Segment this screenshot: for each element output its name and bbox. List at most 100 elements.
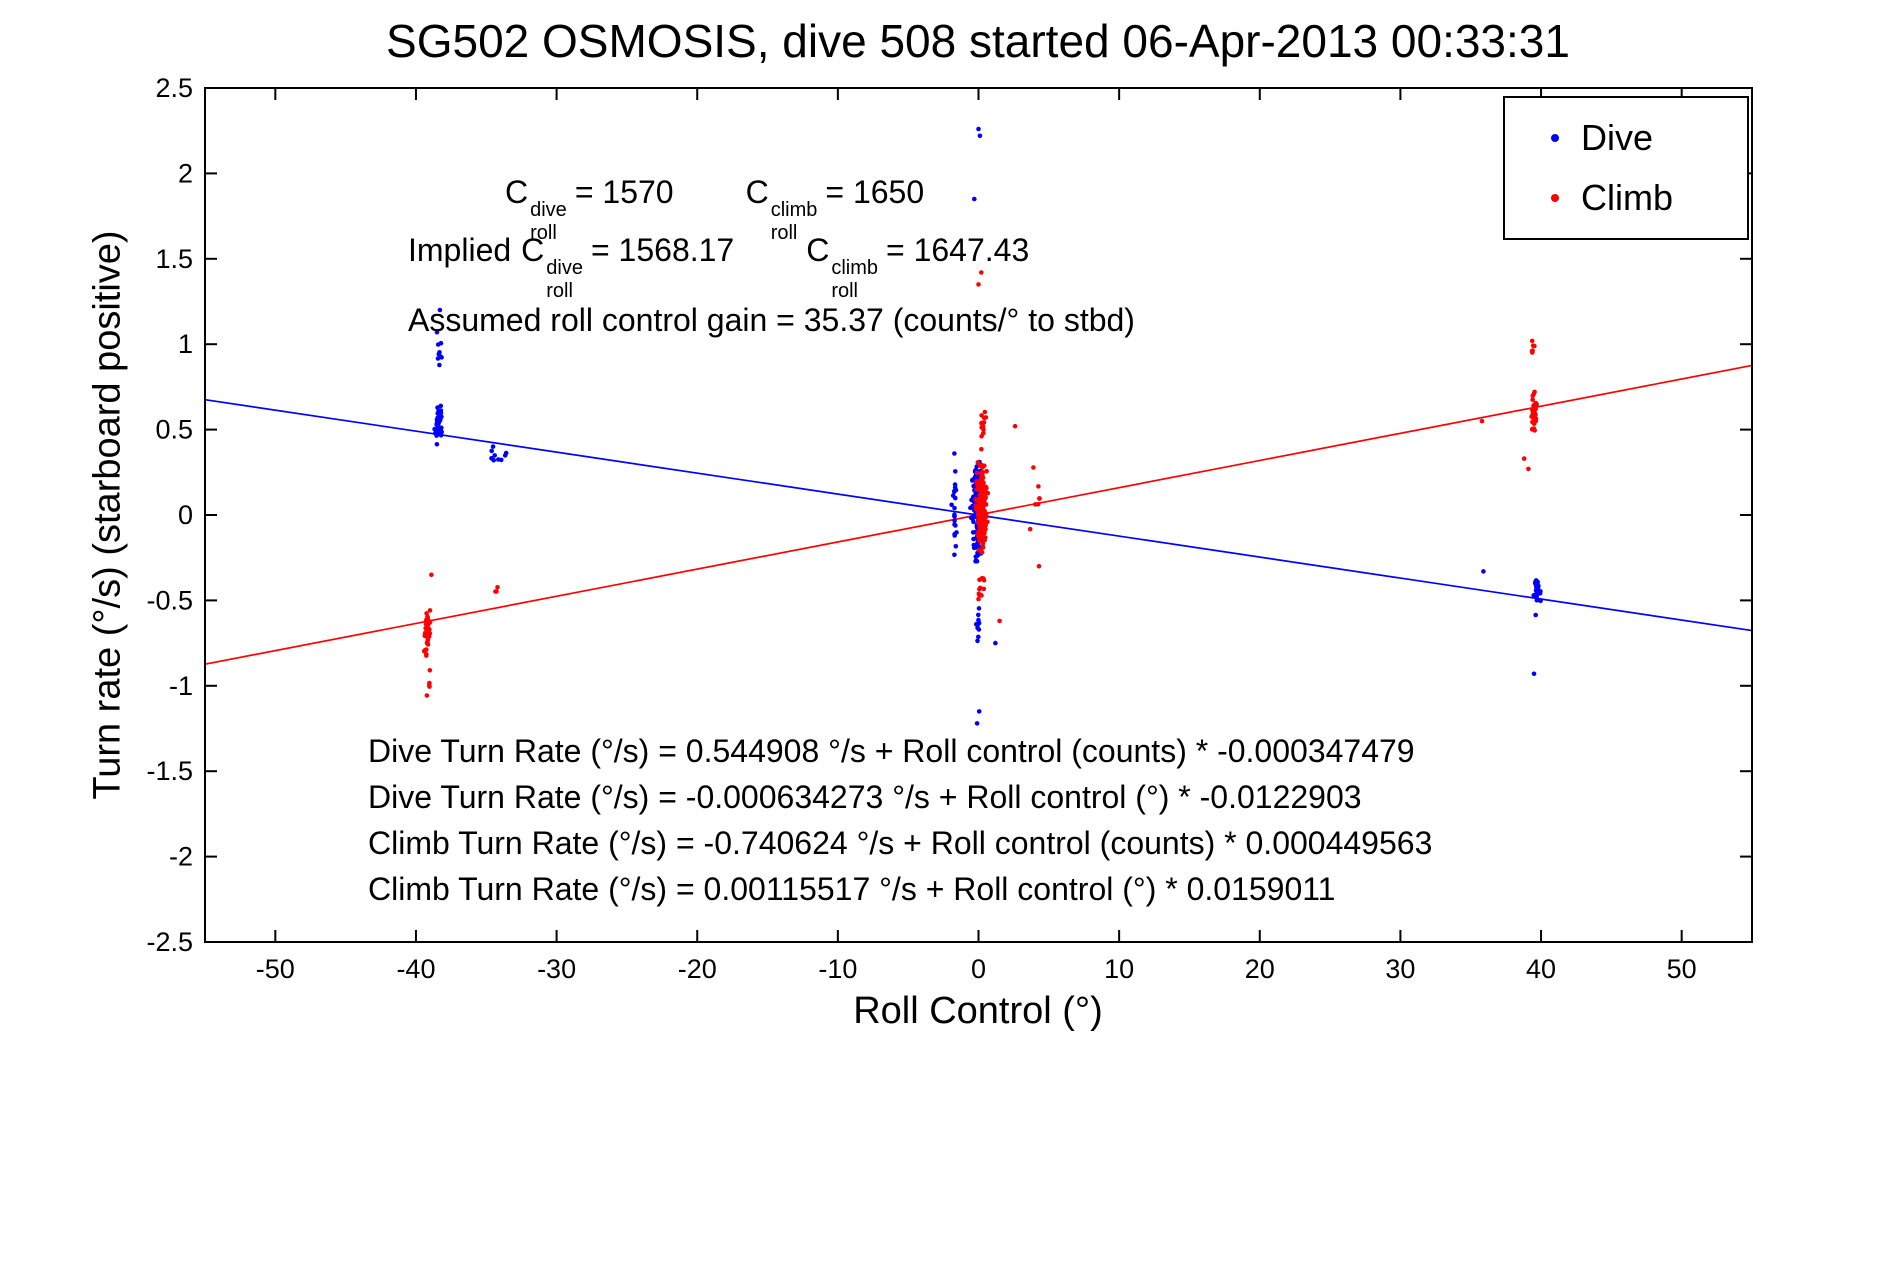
dive-data-point (496, 457, 501, 462)
dive-data-point (435, 405, 440, 410)
climb-data-point (977, 492, 982, 498)
x-tick-label: -10 (818, 954, 857, 984)
climb-data-point (426, 621, 431, 627)
climb-data-point (1036, 484, 1041, 489)
dive-data-point (437, 426, 443, 431)
c-base: C (745, 174, 769, 210)
annotation-climb-fit-degrees: Climb Turn Rate (°/s) = 0.00115517 °/s +… (368, 871, 1336, 907)
climb-data-point (981, 480, 986, 485)
legend-label-dive: Dive (1581, 117, 1654, 158)
dive-data-point (952, 451, 957, 456)
axes-layer: -50 -40 -30 -20 -10 0 10 20 30 40 50-2.5-2-1.5-1-0… (146, 73, 1753, 984)
dive-data-point (434, 429, 440, 434)
y-tick-label: 0 (178, 500, 193, 530)
climb-data-point (979, 270, 984, 275)
y-tick-label: -1.5 (146, 756, 193, 786)
dive-data-point (953, 469, 958, 474)
dive-data-point (952, 518, 957, 523)
dive-data-point (436, 414, 442, 420)
dive-data-point (438, 354, 443, 359)
climb-data-point (979, 549, 984, 554)
climb-data-point (1533, 418, 1539, 424)
x-axis-label: Roll Control (°) (853, 990, 1103, 1032)
dive-data-point (949, 502, 954, 508)
c-value: = 1650 (825, 174, 925, 210)
dive-data-point (970, 478, 975, 483)
dive-data-point (977, 133, 983, 139)
dive-data-point (976, 606, 982, 611)
climb-data-point (1530, 397, 1535, 403)
annotation-dive-fit-counts: Dive Turn Rate (°/s) = 0.544908 °/s + Ro… (368, 733, 1415, 769)
y-tick-label: 0.5 (155, 415, 193, 445)
legend-item-dive: Dive (1505, 108, 1747, 168)
climb-data-point (426, 632, 432, 638)
dive-data-point (952, 485, 958, 490)
annotation-roll-gain: Assumed roll control gain = 35.37 (count… (408, 302, 1135, 338)
climb-data-point (1031, 465, 1036, 470)
climb-data-point (977, 538, 982, 544)
climb-data-point (980, 469, 985, 475)
dive-data-point (434, 433, 439, 438)
climb-data-point (984, 514, 989, 519)
dive-data-point (435, 411, 441, 416)
dive-data-point (976, 126, 981, 132)
climb-data-point (974, 470, 980, 476)
climb-data-point (983, 489, 988, 495)
climb-data-point (979, 413, 984, 418)
dive-data-point (1534, 594, 1539, 599)
climb-data-point (977, 504, 983, 510)
dive-data-point (1533, 588, 1539, 593)
climb-data-point (982, 508, 987, 514)
c-supsub: dive roll (530, 199, 567, 244)
climb-data-point (979, 473, 984, 479)
dive-data-point (490, 444, 496, 449)
dive-data-point (438, 408, 444, 413)
climb-data-point (984, 469, 989, 474)
climb-data-point (1530, 393, 1536, 399)
climb-data-point (427, 608, 433, 613)
climb-data-point (979, 420, 984, 426)
dive-marker-icon (1551, 134, 1559, 142)
c-supsub: dive roll (546, 257, 583, 302)
climb-data-point (982, 530, 987, 536)
climb-data-point (973, 503, 978, 508)
climb-data-point (979, 501, 985, 506)
climb-marker-icon (1551, 194, 1559, 202)
dive-data-point (492, 453, 498, 458)
dive-data-point (952, 488, 957, 494)
climb-data-point (980, 512, 986, 517)
y-tick-label: -1 (169, 671, 193, 701)
dive-data-point (435, 420, 441, 425)
climb-data-point (983, 484, 989, 490)
c-supsub: climb roll (770, 199, 818, 244)
dive-data-point (1538, 598, 1543, 604)
c-base: C (806, 232, 830, 268)
dive-data-point (954, 530, 959, 535)
climb-data-point (1533, 401, 1538, 407)
climb-data-point (980, 541, 986, 546)
dive-data-point (971, 519, 976, 525)
dive-data-point (438, 340, 444, 346)
climb-data-point (493, 589, 498, 594)
climb-data-point (979, 517, 984, 522)
c-value: = 1647.43 (886, 232, 1030, 268)
dive-data-point (971, 536, 976, 542)
c-supsub: climb roll (831, 257, 878, 302)
climb-data-point (424, 693, 430, 698)
climb-data-point (495, 585, 500, 590)
climb-data-point (424, 611, 429, 616)
annotation-dive-fit-degrees: Dive Turn Rate (°/s) = -0.000634273 °/s … (368, 779, 1362, 815)
dive-data-point (976, 709, 982, 714)
climb-data-point (425, 637, 431, 643)
climb-data-point (1526, 466, 1531, 472)
climb-data-point (423, 625, 429, 631)
c-value: = 1570 (574, 174, 674, 210)
y-tick-label: -2.5 (146, 927, 193, 957)
dive-data-point (953, 544, 959, 549)
x-tick-label: -30 (537, 954, 576, 984)
